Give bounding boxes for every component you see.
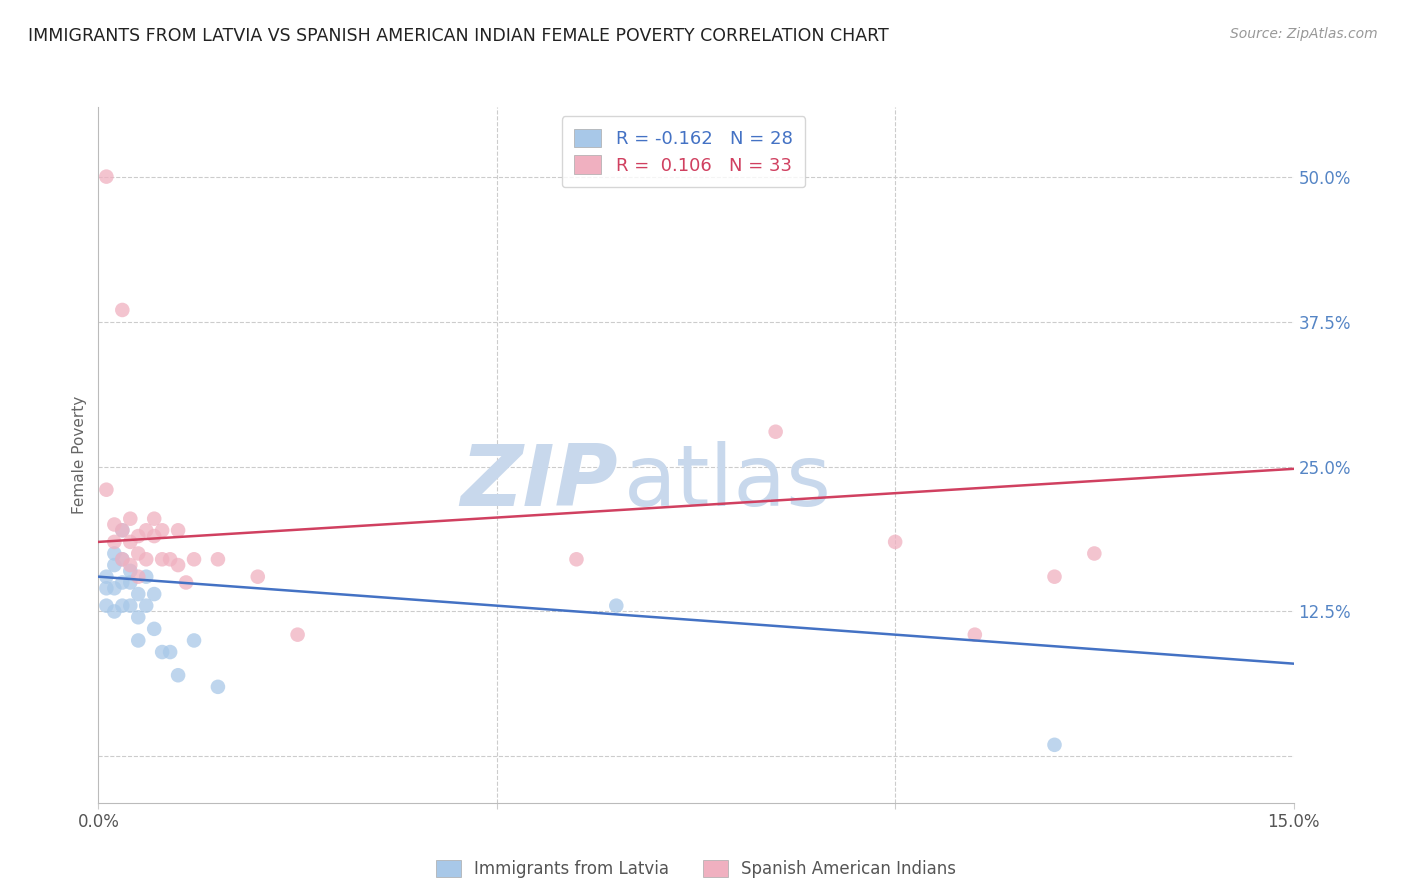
Text: Source: ZipAtlas.com: Source: ZipAtlas.com [1230,27,1378,41]
Point [605,599,627,613]
Point [167,523,190,537]
Text: ZIP: ZIP [461,442,619,524]
Point [127,587,149,601]
Point [1043,738,1066,752]
Point [143,529,166,543]
Point [963,628,986,642]
Point [183,552,205,566]
Point [111,523,134,537]
Point [135,570,157,584]
Point [127,633,149,648]
Point [103,558,125,573]
Point [96,483,118,497]
Point [103,534,125,549]
Point [127,529,149,543]
Point [120,534,142,549]
Point [246,570,269,584]
Point [167,558,190,573]
Point [111,523,134,537]
Point [135,552,157,566]
Point [103,582,125,596]
Y-axis label: Female Poverty: Female Poverty [72,396,87,514]
Point [1043,570,1066,584]
Point [103,517,125,532]
Point [120,512,142,526]
Point [207,552,229,566]
Point [884,534,907,549]
Point [111,552,134,566]
Point [1083,546,1105,561]
Point [150,552,173,566]
Point [120,575,142,590]
Point [143,587,166,601]
Text: atlas: atlas [624,442,832,524]
Point [96,570,118,584]
Point [135,599,157,613]
Point [127,570,149,584]
Point [96,169,118,184]
Point [135,523,157,537]
Point [287,628,309,642]
Point [111,599,134,613]
Legend: Immigrants from Latvia, Spanish American Indians: Immigrants from Latvia, Spanish American… [429,854,963,885]
Point [143,512,166,526]
Point [127,610,149,624]
Point [111,575,134,590]
Point [96,599,118,613]
Point [120,558,142,573]
Point [127,546,149,561]
Point [150,645,173,659]
Point [207,680,229,694]
Point [159,552,181,566]
Point [111,303,134,318]
Point [174,575,197,590]
Point [96,582,118,596]
Point [120,564,142,578]
Point [143,622,166,636]
Point [103,546,125,561]
Point [150,523,173,537]
Point [111,552,134,566]
Text: IMMIGRANTS FROM LATVIA VS SPANISH AMERICAN INDIAN FEMALE POVERTY CORRELATION CHA: IMMIGRANTS FROM LATVIA VS SPANISH AMERIC… [28,27,889,45]
Point [167,668,190,682]
Point [120,599,142,613]
Point [159,645,181,659]
Point [765,425,787,439]
Point [183,633,205,648]
Point [103,605,125,619]
Point [565,552,588,566]
